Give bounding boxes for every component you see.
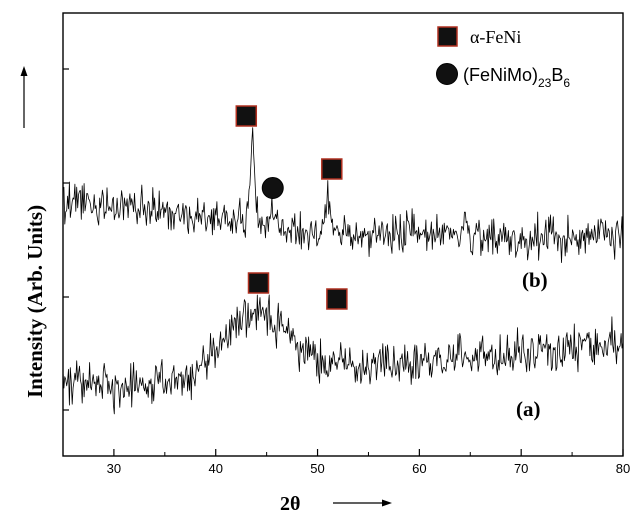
series-line-b [62,127,624,264]
alpha-feni-marker [326,288,348,310]
legend-circle-marker [436,63,458,85]
y-axis-ticks [63,68,69,411]
legend-label-alpha-feni: α-FeNi [470,27,521,47]
x-tick-label-60: 60 [412,461,426,476]
x-axis-arrow-icon [333,499,392,507]
series-layer [62,127,624,415]
legend-square-marker [437,26,458,47]
legend: α-FeNi (FeNiMo)23​B6 [436,26,570,90]
y-axis-arrow-icon [20,66,28,128]
curve-label-a: (a) [516,397,541,421]
x-axis-title: 2θ [280,493,300,515]
plot-area: 30 40 50 60 70 80 [62,12,630,476]
x-tick-label-40: 40 [208,461,222,476]
series-line-a [62,294,624,415]
plot-frame [62,12,624,457]
x-tick-label-30: 30 [107,461,121,476]
marker-layer [235,105,348,310]
x-tick-label-70: 70 [514,461,528,476]
y-axis-title: Intensity (Arb. Units) [23,205,47,398]
alpha-feni-marker [247,272,270,294]
x-tick-label-80: 80 [616,461,630,476]
curve-label-b: (b) [522,268,548,292]
legend-label-boride: (FeNiMo)23​B6 [463,65,570,90]
alpha-feni-marker [321,158,343,180]
x-axis-ticks: 30 40 50 60 70 80 [62,449,630,476]
boride-marker [261,177,284,199]
x-tick-label-50: 50 [310,461,324,476]
alpha-feni-marker [235,105,258,127]
